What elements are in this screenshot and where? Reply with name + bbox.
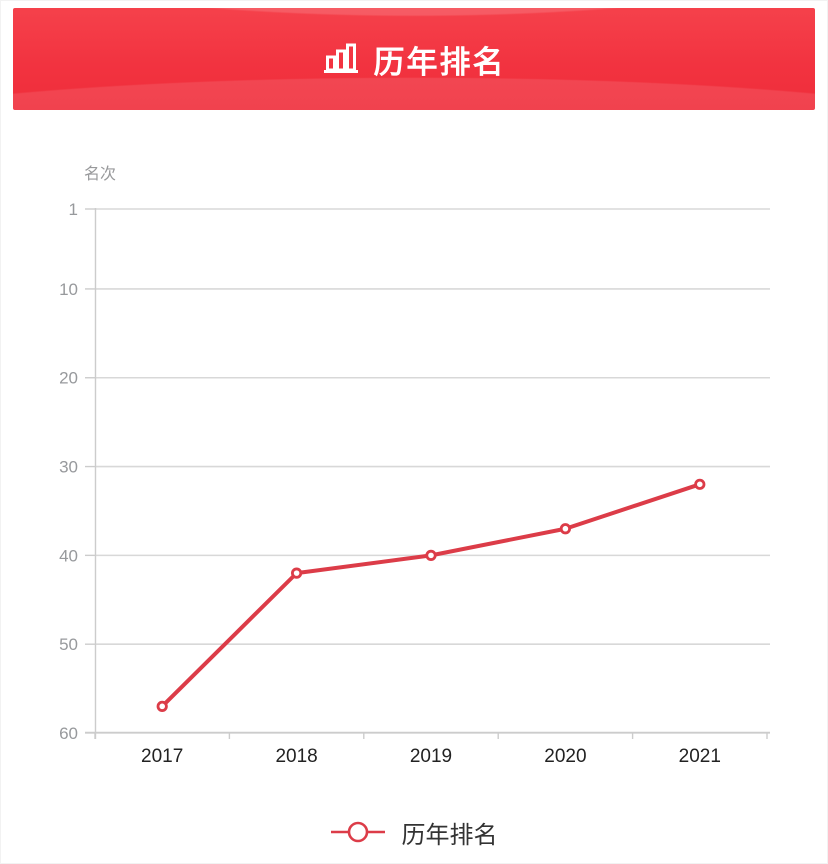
gridlines <box>95 208 770 734</box>
page-title: 历年排名 <box>373 44 506 80</box>
y-tick-label: 30 <box>59 458 78 477</box>
legend-line-marker-icon <box>330 821 385 843</box>
y-axis-name: 名次 <box>84 166 117 183</box>
data-point-2020[interactable] <box>559 523 572 535</box>
data-point-2018[interactable] <box>290 567 303 579</box>
legend-item-ranking[interactable]: 历年排名 <box>0 808 828 856</box>
data-point-2017[interactable] <box>156 700 168 712</box>
axes <box>85 208 770 739</box>
header-banner: 历年排名 <box>13 8 815 110</box>
y-tick-label: 20 <box>59 369 78 388</box>
x-tick-label: 2021 <box>679 746 721 767</box>
x-tick-label: 2019 <box>410 746 452 767</box>
x-tick-label: 2018 <box>275 746 317 767</box>
x-tick-label: 2020 <box>544 746 586 767</box>
y-tick-label: 1 <box>69 200 78 219</box>
x-axis-labels: 2017 2018 2019 2020 2021 <box>141 746 721 767</box>
data-point-2021[interactable] <box>694 478 706 490</box>
data-point-2019[interactable] <box>425 549 437 561</box>
legend-label: 历年排名 <box>401 821 498 849</box>
x-tick-label: 2017 <box>141 746 183 767</box>
series-ranking <box>156 478 706 712</box>
y-tick-label: 60 <box>59 724 78 743</box>
y-tick-label: 40 <box>59 546 78 565</box>
y-axis-labels: 1 10 20 30 40 50 60 <box>59 200 78 743</box>
y-tick-label: 50 <box>59 635 78 654</box>
bar-chart-icon <box>323 43 358 73</box>
series-line <box>160 482 702 709</box>
y-tick-label: 10 <box>59 280 78 299</box>
